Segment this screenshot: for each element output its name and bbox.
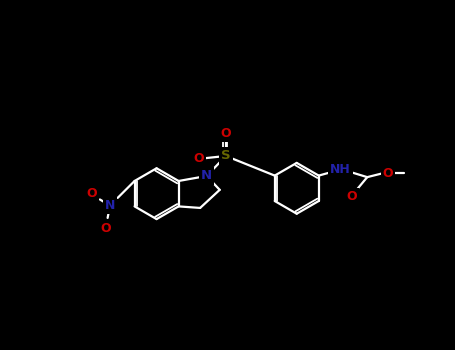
Text: O: O (383, 167, 393, 180)
Text: O: O (194, 152, 204, 165)
Text: S: S (221, 149, 231, 162)
Text: O: O (221, 127, 231, 140)
Text: O: O (347, 190, 357, 203)
Text: O: O (101, 222, 111, 235)
Text: O: O (86, 187, 97, 200)
Text: NH: NH (330, 163, 351, 176)
Text: N: N (201, 169, 212, 182)
Text: N: N (105, 199, 115, 212)
